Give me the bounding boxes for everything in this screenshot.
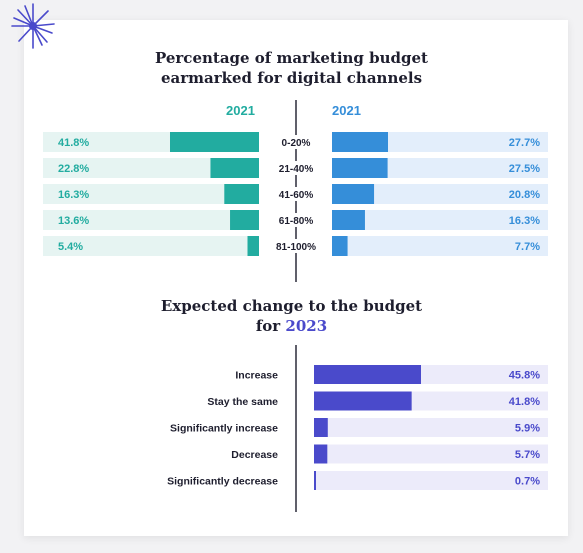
bottom-chart-title-prefix: for <box>255 317 286 335</box>
right-series-year: 2021 <box>332 103 361 118</box>
bottom-chart-title-line1: Expected change to the budget <box>160 297 423 315</box>
sparkle-icon <box>11 3 55 49</box>
top-chart-title-line2: earmarked for digital channels <box>160 69 423 87</box>
bottom-chart-title-line2: for 2023 <box>0 316 583 336</box>
top-chart-title-line1: Percentage of marketing budget <box>154 49 428 67</box>
infographic-card <box>24 20 568 536</box>
left-series-year: 2021 <box>226 103 255 118</box>
bottom-chart-title-year: 2023 <box>285 317 328 335</box>
